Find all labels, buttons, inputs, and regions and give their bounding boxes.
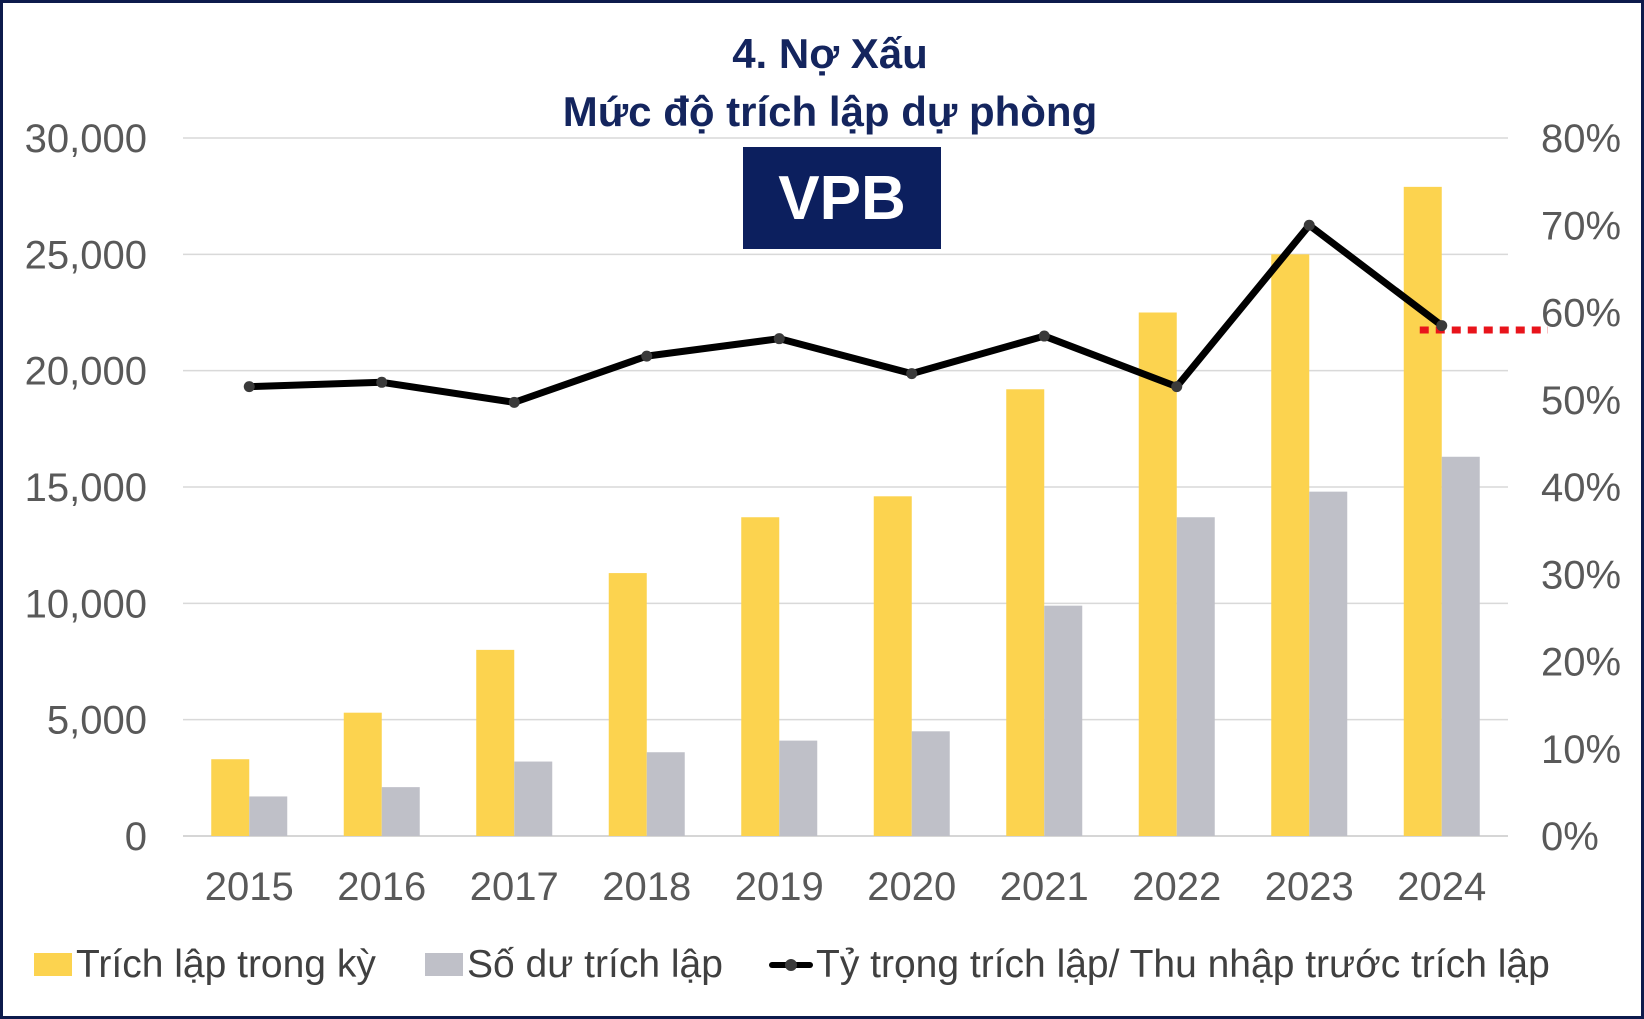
ratio-line-group (243, 219, 1448, 408)
y-right-tick-label: 0% (1541, 815, 1599, 859)
x-tick-label: 2024 (1397, 865, 1486, 909)
x-tick-label: 2017 (470, 865, 559, 909)
y-right-tick-label: 30% (1541, 553, 1621, 597)
bar-provision-balance (1441, 456, 1480, 836)
x-tick-label: 2015 (205, 865, 294, 909)
legend-item-provision-in-period: Trích lập trong kỳ (34, 945, 376, 984)
legend-label: Tỷ trọng trích lập/ Thu nhập trước trích… (816, 943, 1550, 986)
bar-provision-in-period (211, 759, 250, 836)
bar-provision-balance (381, 787, 420, 836)
bar-provision-in-period (1138, 312, 1177, 836)
ratio-point (1038, 330, 1050, 342)
bar-provision-in-period (1271, 254, 1310, 837)
x-tick-label: 2019 (735, 865, 824, 909)
bar-provision-balance (1309, 491, 1348, 836)
y-left-tick-label: 10,000 (25, 582, 147, 626)
bar-provision-in-period (1006, 389, 1045, 836)
ratio-point (1436, 320, 1448, 332)
ratio-point (1303, 219, 1315, 231)
bar-provision-balance (646, 752, 685, 836)
y-right-tick-label: 20% (1541, 641, 1621, 685)
ratio-point (508, 396, 520, 408)
chart: 0 5,000 10,000 15,000 20,000 25,000 30,000 0% 1… (25, 117, 1621, 909)
bar-provision-balance (911, 731, 950, 836)
y-right-tick-label: 60% (1541, 292, 1621, 336)
y-left-tick-label: 15,000 (25, 466, 147, 510)
y-left-tick-label: 30,000 (25, 117, 147, 161)
y-left-tick-label: 5,000 (47, 699, 147, 743)
y-right-tick-label: 80% (1541, 117, 1621, 161)
gridlines (183, 137, 1508, 837)
y-left-tick-label: 25,000 (25, 233, 147, 277)
bar-provision-balance (514, 761, 553, 836)
bar-provision-balance (779, 740, 818, 836)
x-tick-label: 2018 (602, 865, 691, 909)
legend-label: Số dư trích lập (467, 943, 723, 986)
bar-provision-balance (1176, 517, 1215, 836)
y-left-tick-label: 20,000 (25, 350, 147, 394)
x-axis-labels: 2015 2016 2017 2018 2019 2020 2021 2022 2023 2024 (205, 865, 1486, 909)
bar-provision-balance (249, 796, 288, 836)
bar-provision-in-period (343, 712, 382, 836)
left-axis-ticks: 0 5,000 10,000 15,000 20,000 25,000 30,000 (25, 117, 147, 859)
ratio-line (245, 221, 1446, 406)
ratio-point (773, 333, 785, 345)
y-right-tick-label: 40% (1541, 466, 1621, 510)
ratio-point (1171, 381, 1183, 393)
y-left-tick-label: 0 (125, 815, 147, 859)
bars (211, 186, 1480, 837)
bar-provision-in-period (608, 573, 647, 836)
ratio-point (906, 368, 918, 380)
bar-provision-in-period (476, 649, 515, 836)
ratio-point (641, 350, 653, 362)
legend-swatch-yellow (34, 953, 72, 976)
bar-provision-balance (1044, 605, 1083, 836)
chart-subtitle: Mức độ trích lập dự phòng (562, 88, 1098, 135)
chart-title: 4. Nợ Xấu (732, 30, 928, 77)
ratio-point (376, 376, 388, 388)
legend-swatch-line (769, 953, 813, 976)
x-tick-label: 2021 (1000, 865, 1089, 909)
x-tick-label: 2022 (1132, 865, 1221, 909)
x-tick-label: 2016 (337, 865, 426, 909)
bar-provision-in-period (1403, 186, 1442, 837)
legend-swatch-gray (425, 953, 463, 976)
legend-label: Trích lập trong kỳ (76, 943, 376, 986)
y-right-tick-label: 10% (1541, 728, 1621, 772)
right-axis-ticks: 0% 10% 20% 30% 40% 50% 60% 70% 80% (1541, 117, 1621, 859)
bar-provision-in-period (741, 517, 780, 836)
legend-item-provision-ratio: Tỷ trọng trích lập/ Thu nhập trước trích… (769, 945, 1550, 984)
x-tick-label: 2023 (1265, 865, 1354, 909)
ratio-point (243, 381, 255, 393)
y-right-tick-label: 70% (1541, 204, 1621, 248)
ticker-badge: VPB (743, 147, 941, 249)
y-right-tick-label: 50% (1541, 379, 1621, 423)
x-tick-label: 2020 (867, 865, 956, 909)
bar-provision-in-period (873, 496, 912, 836)
legend-item-provision-balance: Số dư trích lập (425, 945, 723, 984)
